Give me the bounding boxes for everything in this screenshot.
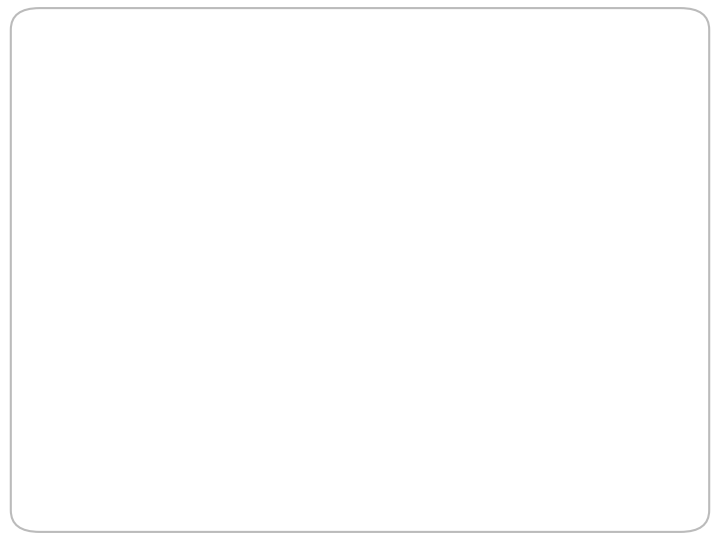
- Text: 1: 1: [379, 466, 387, 480]
- Text: else M: else M: [54, 450, 380, 468]
- Text: Maps state sets to state sets: Maps state sets to state sets: [83, 98, 382, 118]
- Text: (B, s) == undef: (B, s) == undef: [149, 207, 312, 225]
- Text: b: b: [141, 223, 149, 237]
- Text: then error: then error: [54, 410, 424, 428]
- Text: Logical Pretest Loops: Logical Pretest Loops: [107, 36, 613, 78]
- Text: if M: if M: [54, 207, 141, 225]
- Text: 1: 1: [65, 183, 73, 196]
- Text: ↺↻: ↺↻: [50, 99, 81, 117]
- Text: s1: s1: [325, 385, 341, 399]
- Text: (L, s) == error: (L, s) == error: [341, 369, 504, 387]
- Text: then s: then s: [54, 329, 293, 347]
- Text: else if M: else if M: [54, 288, 239, 306]
- Text: s1: s1: [561, 466, 577, 480]
- Text: (while B do L, M: (while B do L, M: [387, 450, 562, 468]
- Text: M: M: [54, 167, 65, 185]
- Text: then error: then error: [54, 248, 250, 266]
- Text: b: b: [238, 304, 246, 318]
- Text: else if M: else if M: [54, 369, 326, 387]
- Text: (L, s)): (L, s)): [577, 450, 653, 468]
- Text: (B, s) == false: (B, s) == false: [246, 288, 410, 306]
- Text: (while B do L, s) Δ=: (while B do L, s) Δ=: [73, 167, 290, 185]
